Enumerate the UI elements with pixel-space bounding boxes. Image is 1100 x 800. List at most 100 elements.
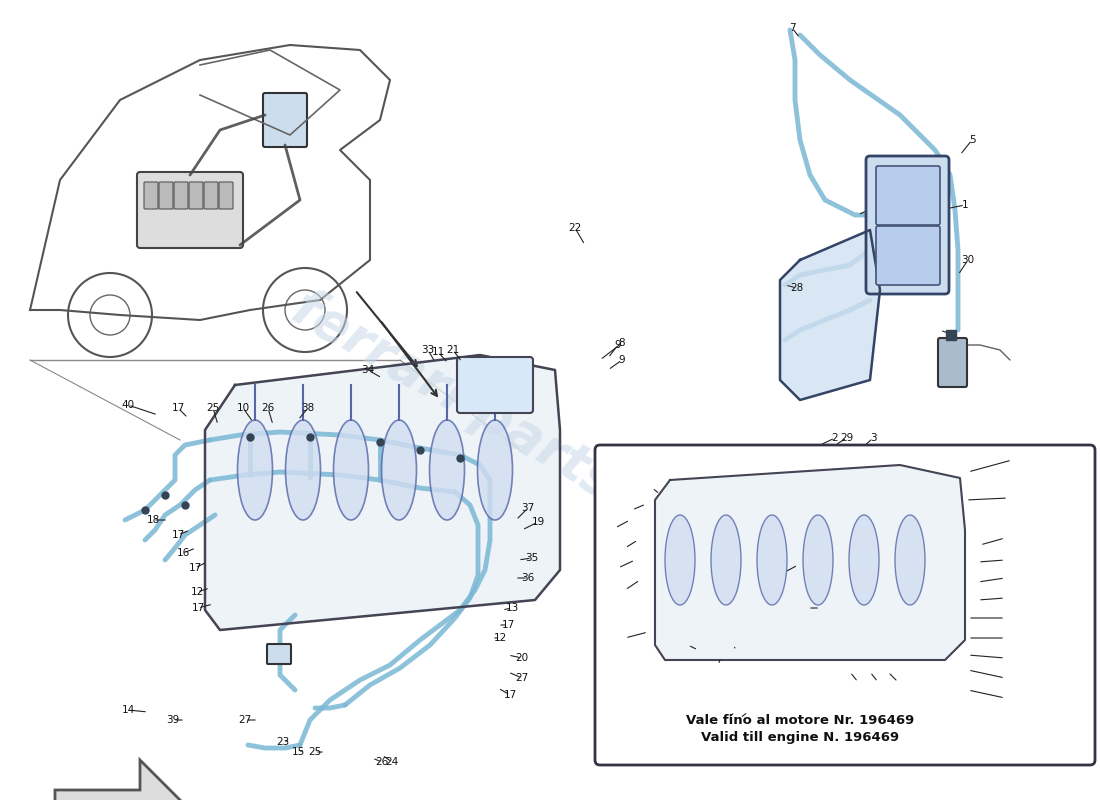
Text: Valid till engine N. 196469: Valid till engine N. 196469 [701, 731, 899, 745]
Text: 26: 26 [262, 403, 275, 413]
FancyBboxPatch shape [263, 93, 307, 147]
FancyBboxPatch shape [938, 338, 967, 387]
Ellipse shape [711, 515, 741, 605]
FancyBboxPatch shape [876, 226, 940, 285]
Text: 1: 1 [961, 200, 968, 210]
Text: 40: 40 [121, 400, 134, 410]
FancyBboxPatch shape [174, 182, 188, 209]
FancyBboxPatch shape [456, 357, 534, 413]
Text: 3: 3 [870, 433, 877, 443]
Text: 14: 14 [121, 705, 134, 715]
Text: 20: 20 [516, 653, 529, 663]
Text: 31: 31 [795, 447, 808, 457]
Text: 25: 25 [722, 713, 735, 723]
Text: 26: 26 [999, 693, 1011, 703]
Polygon shape [205, 355, 560, 630]
Polygon shape [55, 760, 180, 800]
FancyBboxPatch shape [204, 182, 218, 209]
Text: Vale fino al motore Nr. 196469: Vale fino al motore Nr. 196469 [686, 714, 914, 726]
Text: 38: 38 [301, 403, 315, 413]
Text: 12: 12 [682, 640, 694, 650]
Text: 16: 16 [814, 603, 826, 613]
Text: ferrari parts since 1985: ferrari parts since 1985 [283, 282, 917, 678]
Text: 10: 10 [646, 483, 658, 493]
FancyBboxPatch shape [144, 182, 158, 209]
FancyBboxPatch shape [138, 172, 243, 248]
Text: 17: 17 [504, 690, 517, 700]
Text: 34: 34 [362, 365, 375, 375]
Ellipse shape [382, 420, 417, 520]
Text: 25: 25 [308, 747, 321, 757]
Text: 10: 10 [236, 403, 250, 413]
Text: 28: 28 [791, 283, 804, 293]
Text: 19: 19 [531, 517, 544, 527]
Ellipse shape [895, 515, 925, 605]
Text: 30: 30 [961, 255, 975, 265]
Text: 39: 39 [166, 715, 179, 725]
Text: 17: 17 [188, 563, 201, 573]
Polygon shape [654, 465, 965, 660]
Ellipse shape [286, 420, 320, 520]
Text: 19: 19 [999, 533, 1011, 543]
Text: 4: 4 [949, 330, 956, 340]
Text: 17: 17 [872, 677, 884, 687]
Text: 17: 17 [619, 585, 631, 595]
Text: 17: 17 [172, 530, 185, 540]
FancyBboxPatch shape [189, 182, 204, 209]
Ellipse shape [238, 420, 273, 520]
Text: 16: 16 [176, 548, 189, 558]
Text: 37: 37 [521, 503, 535, 513]
Text: 35: 35 [526, 553, 539, 563]
Text: 2: 2 [832, 433, 838, 443]
Text: 25: 25 [999, 653, 1011, 663]
Text: 17: 17 [626, 505, 638, 515]
Text: 17: 17 [502, 620, 515, 630]
Text: 32: 32 [756, 457, 769, 467]
Text: 12: 12 [494, 633, 507, 643]
Text: 33: 33 [421, 345, 434, 355]
Text: 8: 8 [618, 338, 625, 348]
Text: 17: 17 [619, 543, 631, 553]
Text: 5: 5 [969, 135, 976, 145]
Text: 12: 12 [190, 587, 204, 597]
Text: 27: 27 [892, 677, 904, 687]
Polygon shape [780, 230, 880, 400]
FancyBboxPatch shape [595, 445, 1094, 765]
Text: 13: 13 [505, 603, 518, 613]
Text: 14: 14 [619, 633, 631, 643]
Text: 9: 9 [615, 340, 622, 350]
Text: 13: 13 [851, 677, 865, 687]
Text: 20: 20 [999, 613, 1011, 623]
Text: 18: 18 [609, 523, 622, 533]
Text: 19: 19 [999, 593, 1011, 603]
Text: 36: 36 [521, 573, 535, 583]
Text: 11: 11 [1002, 493, 1014, 503]
Ellipse shape [849, 515, 879, 605]
Ellipse shape [333, 420, 369, 520]
Text: 21: 21 [1005, 455, 1019, 465]
FancyBboxPatch shape [267, 644, 292, 664]
FancyBboxPatch shape [160, 182, 173, 209]
Text: 26: 26 [375, 757, 388, 767]
Text: 19: 19 [999, 573, 1011, 583]
Text: 24: 24 [385, 757, 398, 767]
Text: 29: 29 [840, 433, 854, 443]
Text: 27: 27 [239, 715, 252, 725]
Ellipse shape [757, 515, 786, 605]
Text: 17: 17 [172, 403, 185, 413]
Text: 6: 6 [869, 203, 876, 213]
Text: 12: 12 [999, 633, 1011, 643]
Text: 21: 21 [447, 345, 460, 355]
FancyBboxPatch shape [876, 166, 940, 225]
Text: 22: 22 [569, 223, 582, 233]
Text: 16: 16 [612, 563, 624, 573]
Text: 27: 27 [516, 673, 529, 683]
Text: 7: 7 [789, 23, 795, 33]
Ellipse shape [666, 515, 695, 605]
Text: 17: 17 [191, 603, 205, 613]
FancyBboxPatch shape [866, 156, 949, 294]
Text: 27: 27 [727, 640, 739, 650]
Text: 15: 15 [292, 747, 305, 757]
Text: 17: 17 [792, 560, 804, 570]
Text: 11: 11 [431, 347, 444, 357]
